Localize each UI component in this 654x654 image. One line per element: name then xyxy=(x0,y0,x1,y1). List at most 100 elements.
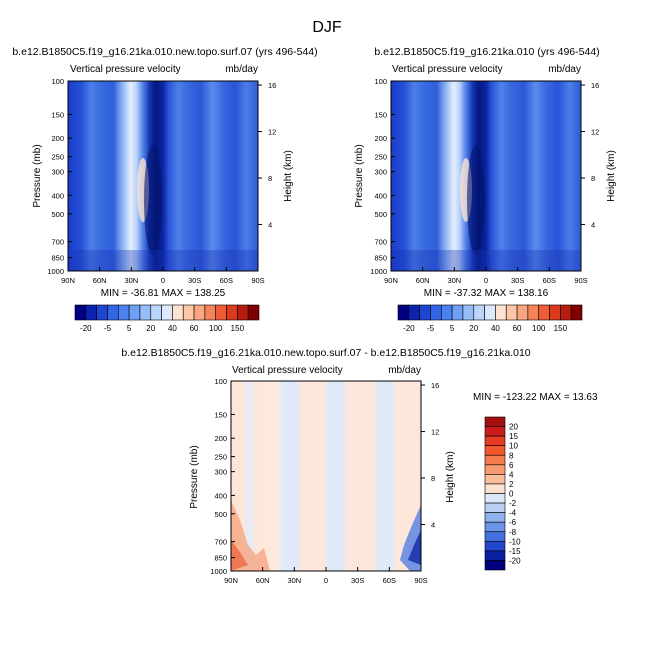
colorbar-box xyxy=(484,454,506,466)
colorbar-label: 150 xyxy=(554,324,568,333)
colorbar-label: -4 xyxy=(509,509,517,518)
y-tick-label: 250 xyxy=(51,153,64,162)
colorbar-box xyxy=(237,304,249,321)
y-tick-label: 200 xyxy=(214,434,227,443)
y2-tick-label: 16 xyxy=(591,81,599,90)
x-tick-label: 30N xyxy=(287,576,301,585)
colorbar-box xyxy=(495,304,507,321)
y2-tick-label: 4 xyxy=(431,521,435,530)
y-tick-label: 400 xyxy=(51,191,64,200)
x-tick-label: 90N xyxy=(224,576,238,585)
x-tick-label: 90S xyxy=(574,276,587,285)
colorbar-label: 8 xyxy=(509,451,514,460)
panel-c-xticks: 90N 60N 30N 0 30S 60S 90S xyxy=(224,567,428,585)
panel-c-ylabel: Pressure (mb) xyxy=(189,445,200,508)
panel-b-y2label: Height (km) xyxy=(606,150,617,202)
colorbar-label: 20 xyxy=(469,324,478,333)
panel-c-y2ticks: 16 12 8 4 xyxy=(421,381,439,530)
y2-tick-label: 16 xyxy=(268,81,276,90)
colorbar-label: 2 xyxy=(509,480,514,489)
y2-tick-label: 16 xyxy=(431,381,439,390)
panel-c-stats: MIN = -123.22 MAX = 13.63 xyxy=(473,392,598,403)
colorbar-label: 60 xyxy=(190,324,199,333)
colorbar-label: 60 xyxy=(513,324,522,333)
y-tick-label: 850 xyxy=(374,254,387,263)
colorbar-box xyxy=(505,304,518,321)
y2-tick-label: 4 xyxy=(591,221,595,230)
y-tick-label: 150 xyxy=(51,110,64,119)
colorbar-box xyxy=(484,435,506,446)
colorbar-box xyxy=(484,426,506,437)
x-tick-label: 90S xyxy=(251,276,264,285)
panel-a-stats: MIN = -36.81 MAX = 138.25 xyxy=(101,288,226,299)
colorbar-box xyxy=(484,474,506,485)
y-tick-label: 1000 xyxy=(47,267,64,276)
panel-c-nh-anomaly-core xyxy=(231,540,248,571)
colorbar-box xyxy=(247,304,260,321)
colorbar-box xyxy=(484,521,506,533)
x-tick-label: 90N xyxy=(61,276,75,285)
panel-b-heatmap xyxy=(391,81,581,271)
colorbar-box xyxy=(172,304,184,321)
colorbar-box xyxy=(462,304,475,321)
colorbar-box xyxy=(570,304,583,321)
panel-c-sh-anomaly-core xyxy=(408,530,421,565)
y2-tick-label: 8 xyxy=(591,174,595,183)
colorbar-label: -20 xyxy=(80,324,92,333)
x-tick-label: 30S xyxy=(188,276,201,285)
colorbar-label: -10 xyxy=(509,537,521,546)
panel-a-left-string: Vertical pressure velocity xyxy=(70,64,181,75)
y-tick-label: 400 xyxy=(214,491,227,500)
x-tick-label: 90N xyxy=(384,276,398,285)
panel-c-yticks: 100 150 200 250 300 400 500 700 850 1000 xyxy=(210,377,235,576)
y2-tick-label: 12 xyxy=(591,128,599,137)
colorbar-box xyxy=(397,304,410,321)
y-tick-label: 150 xyxy=(374,110,387,119)
x-tick-label: 60N xyxy=(93,276,107,285)
colorbar-label: 40 xyxy=(491,324,500,333)
panel-b-stats: MIN = -37.32 MAX = 138.16 xyxy=(424,288,549,299)
panel-c-title: b.e12.B1850C5.f19_g16.21ka.010.new.topo.… xyxy=(121,347,530,359)
colorbar-box xyxy=(484,304,496,321)
colorbar-box xyxy=(473,304,485,321)
panel-b-yticks: 100 150 200 250 300 400 500 700 850 1000 xyxy=(370,77,395,276)
colorbar-label: 15 xyxy=(509,432,518,441)
x-tick-label: 30S xyxy=(351,576,364,585)
colorbar-box xyxy=(451,304,464,321)
x-tick-label: 0 xyxy=(484,276,488,285)
y-tick-label: 500 xyxy=(374,210,387,219)
colorbar-label: -20 xyxy=(509,556,521,565)
panel-a-ylabel: Pressure (mb) xyxy=(32,144,43,207)
y-tick-label: 850 xyxy=(214,554,227,563)
y-tick-label: 100 xyxy=(214,377,227,386)
colorbar-box xyxy=(549,304,561,321)
colorbar-box xyxy=(538,304,550,321)
y-tick-label: 250 xyxy=(374,153,387,162)
panel-b-right-string: mb/day xyxy=(548,64,581,75)
colorbar-label: -2 xyxy=(509,499,517,508)
colorbar-box xyxy=(484,445,506,456)
panel-a-heatmap xyxy=(68,81,258,271)
panel-c-left-string: Vertical pressure velocity xyxy=(232,365,343,376)
colorbar-box xyxy=(408,304,420,321)
colorbar-label: 20 xyxy=(146,324,155,333)
panel-a-boundary-layer xyxy=(68,250,258,271)
y-tick-label: 200 xyxy=(374,134,387,143)
y-tick-label: 850 xyxy=(51,254,64,263)
colorbar-box xyxy=(85,304,97,321)
colorbar-label: 4 xyxy=(509,470,514,479)
x-tick-label: 60S xyxy=(220,276,233,285)
x-tick-label: 60S xyxy=(383,576,396,585)
colorbar-box xyxy=(226,304,238,321)
colorbar-box xyxy=(484,512,506,523)
x-tick-label: 30S xyxy=(511,276,524,285)
panel-a-downward-core xyxy=(144,145,162,255)
y-tick-label: 100 xyxy=(374,77,387,86)
colorbar-box xyxy=(215,304,227,321)
colorbar-label: 20 xyxy=(509,423,518,432)
colorbar-box xyxy=(161,304,173,321)
colorbar-label: -5 xyxy=(427,324,435,333)
colorbar-box xyxy=(484,464,506,475)
x-tick-label: 30N xyxy=(447,276,461,285)
